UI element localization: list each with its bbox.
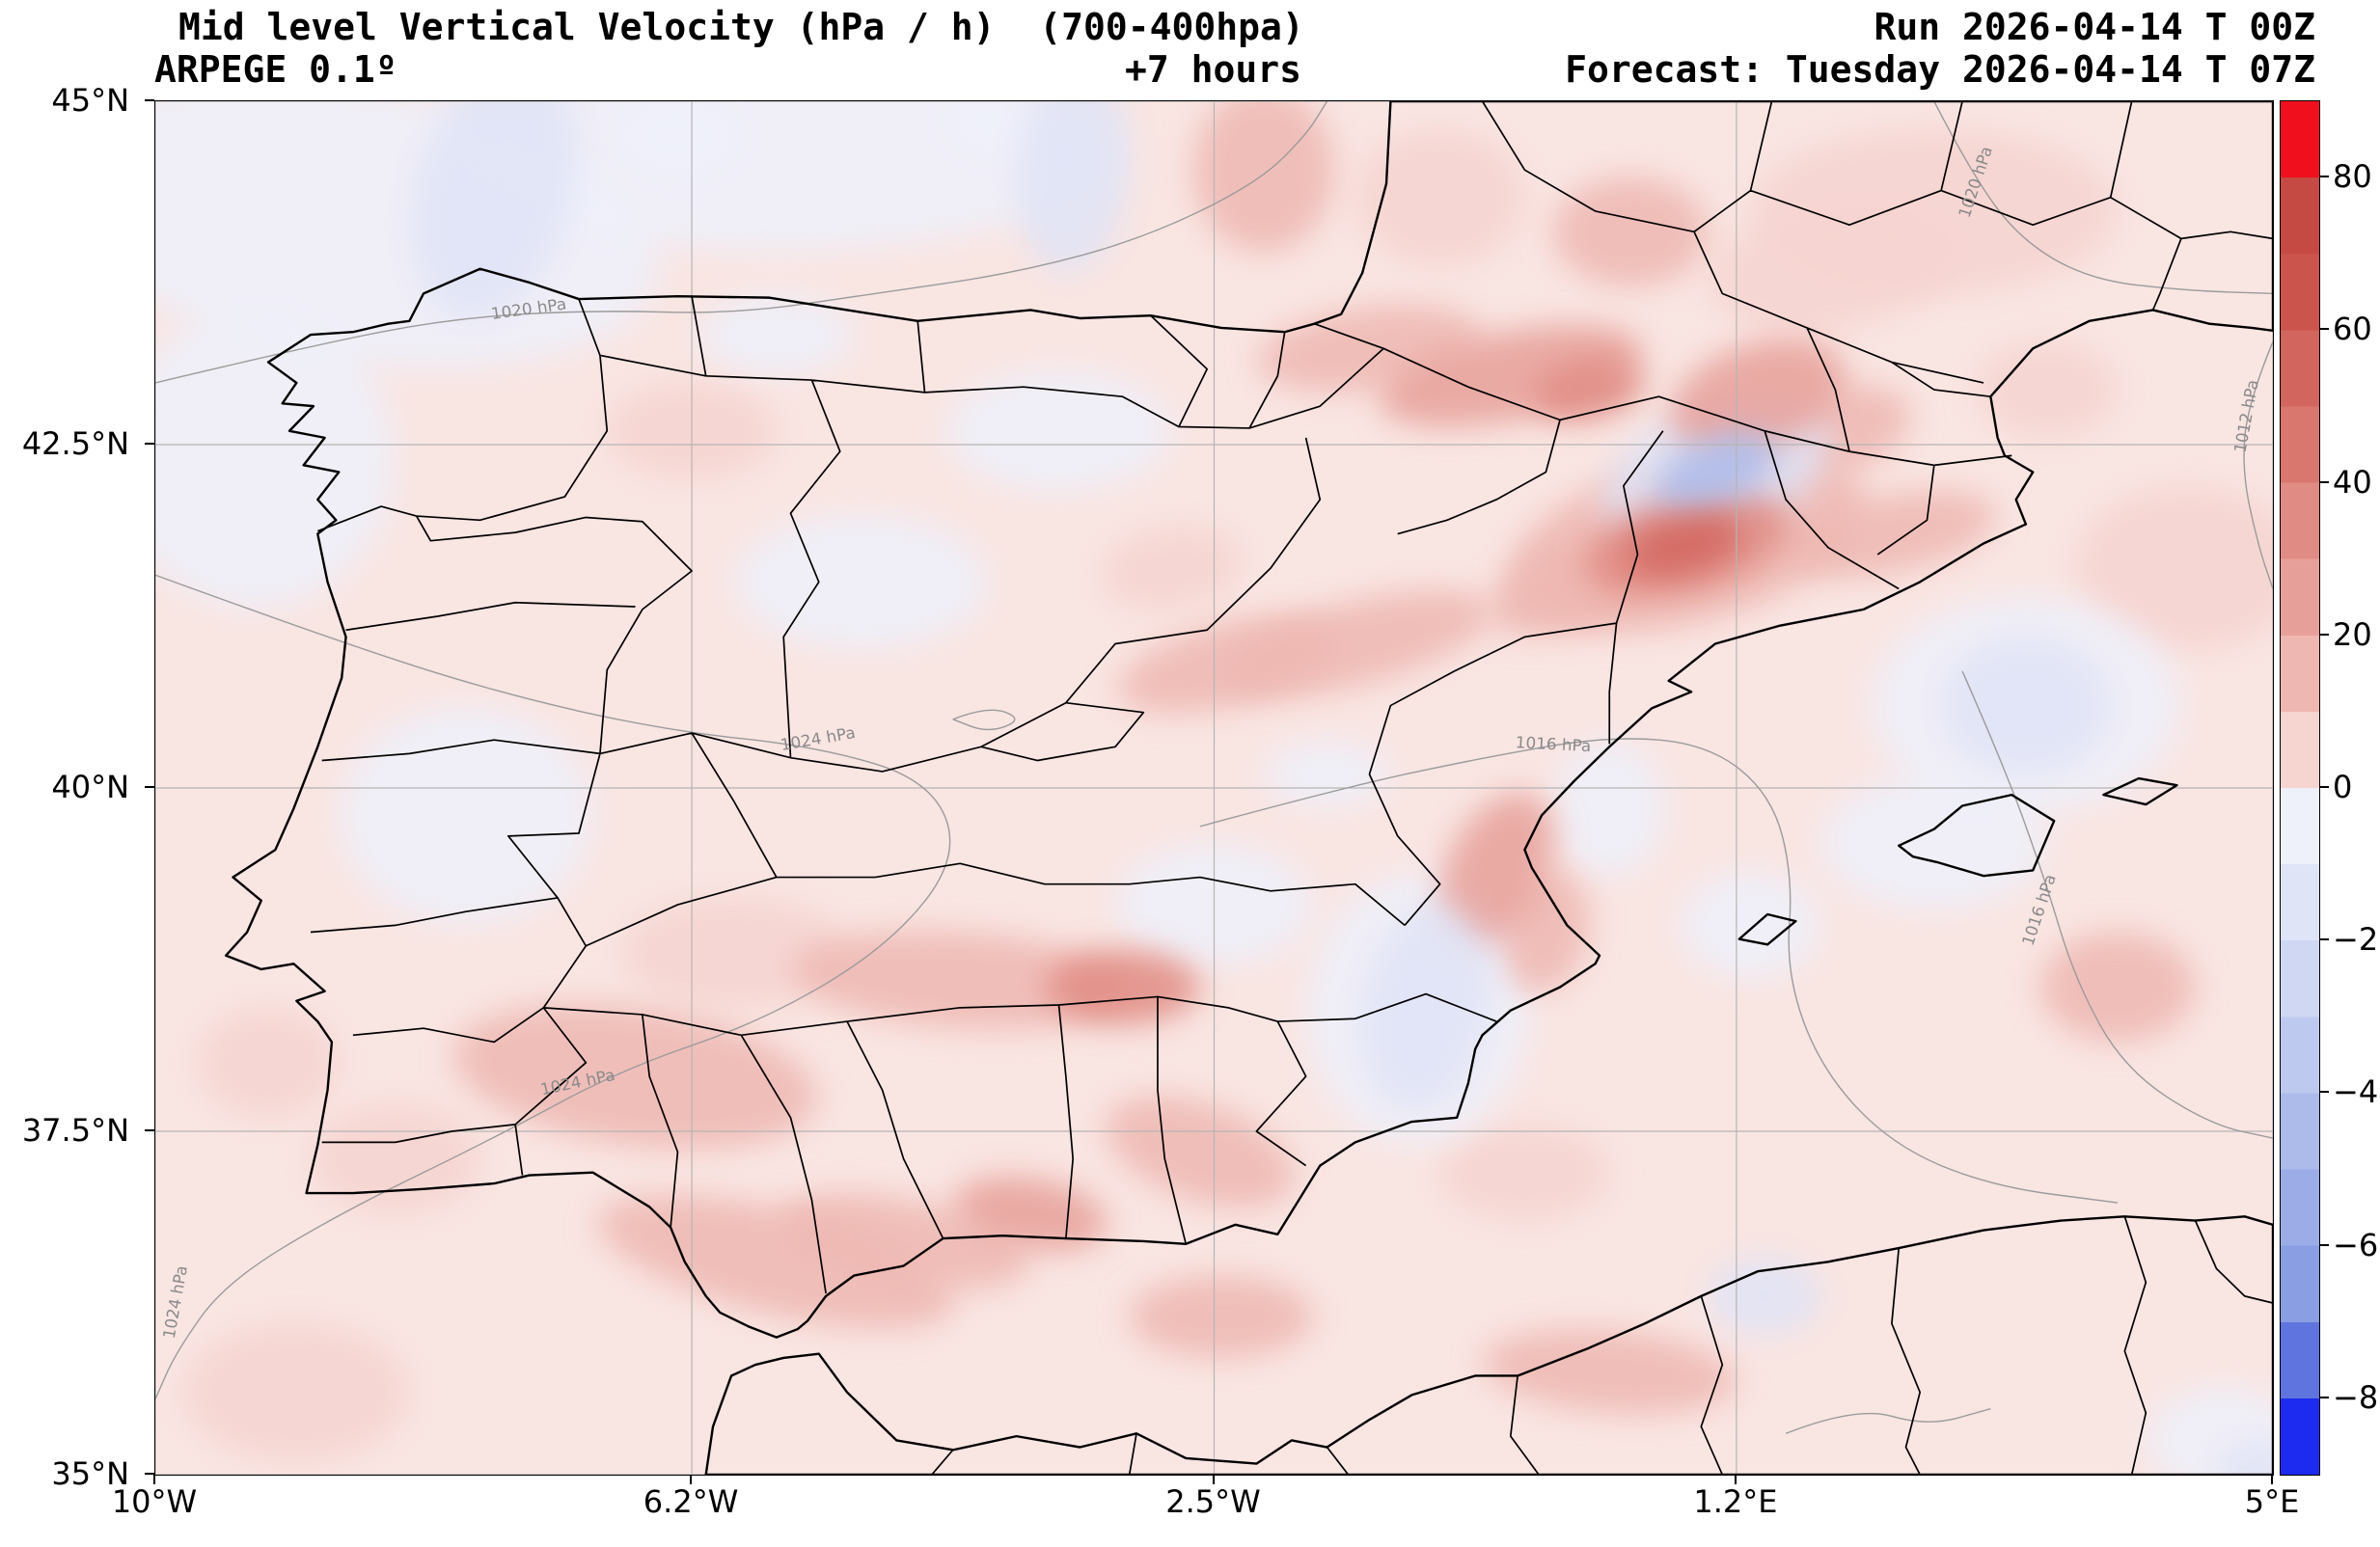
isobar-label: 1024 hPa <box>160 1264 192 1340</box>
colorbar-tick-mark <box>2320 480 2329 483</box>
y-tick-mark <box>145 99 154 101</box>
x-tick-mark <box>153 1475 155 1484</box>
admin-boundaries <box>311 101 2273 1475</box>
chart-title: Mid level Vertical Velocity (hPa / h) (7… <box>178 6 1304 48</box>
x-tick-mark <box>1734 1475 1737 1484</box>
x-tick-label: 10°W <box>111 1483 198 1520</box>
colorbar <box>2280 100 2320 1476</box>
y-tick-label: 35°N <box>51 1455 129 1492</box>
grid-lines <box>155 101 2273 1475</box>
colorbar-tick-label: −40 <box>2333 1073 2380 1111</box>
x-tick-label: 6.2°W <box>643 1483 739 1520</box>
africa-coastline <box>706 1216 2273 1475</box>
x-tick-label: 2.5°W <box>1165 1483 1261 1520</box>
colorbar-tick-mark <box>2320 328 2329 331</box>
map-svg: 1020 hPa1020 hPa1012 hPa1024 hPa1024 hPa… <box>155 101 2273 1475</box>
y-tick-label: 40°N <box>51 769 129 805</box>
colorbar-tick-label: 20 <box>2333 615 2372 653</box>
colorbar-tick-label: −80 <box>2333 1378 2380 1416</box>
colorbar-tick-mark <box>2320 786 2329 788</box>
y-tick-mark <box>145 786 154 788</box>
colorbar-tick-mark <box>2320 633 2329 636</box>
y-tick-mark <box>145 1129 154 1131</box>
colorbar-tick-mark <box>2320 1396 2329 1398</box>
colorbar-tick-mark <box>2320 176 2329 178</box>
y-tick-label: 42.5°N <box>21 425 129 462</box>
x-tick-mark <box>1212 1475 1215 1484</box>
y-tick-label: 45°N <box>51 82 129 119</box>
x-tick-label: 5°E <box>2244 1483 2300 1520</box>
run-label: Run 2026-04-14 T 00Z <box>1874 6 2315 48</box>
colorbar-tick-label: 60 <box>2333 311 2372 348</box>
isobar-label: 1024 hPa <box>779 723 857 754</box>
y-axis-labels: 45°N 42.5°N 40°N 37.5°N 35°N <box>0 0 145 1547</box>
y-tick-mark <box>145 443 154 445</box>
model-label: ARPEGE 0.1º <box>154 48 397 91</box>
colorbar-tick-label: 80 <box>2333 158 2372 196</box>
coastline <box>226 101 2273 1338</box>
colorbar-tick-mark <box>2320 938 2329 941</box>
y-tick-mark <box>145 1473 154 1475</box>
x-tick-label: 1.2°E <box>1693 1483 1778 1520</box>
islands-coastline <box>1739 778 2177 944</box>
base-map <box>226 101 2273 1475</box>
colorbar-tick-mark <box>2320 1243 2329 1246</box>
map-plot: 1020 hPa1020 hPa1012 hPa1024 hPa1024 hPa… <box>154 100 2274 1476</box>
forecast-label: Forecast: Tuesday 2026-04-14 T 07Z <box>1565 48 2315 91</box>
y-tick-label: 37.5°N <box>21 1112 129 1149</box>
colorbar-tick-label: 40 <box>2333 463 2372 501</box>
colorbar-tick-label: 0 <box>2333 769 2353 805</box>
isobar-label: 1012 hPa <box>2230 378 2262 453</box>
colorbar-tick-label: −20 <box>2333 921 2380 959</box>
x-tick-mark <box>2271 1475 2273 1484</box>
colorbar-tick-mark <box>2320 1091 2329 1094</box>
x-tick-mark <box>690 1475 693 1484</box>
colorbar-tick-label: −60 <box>2333 1226 2380 1263</box>
isobar-label: 1016 hPa <box>1515 733 1591 755</box>
